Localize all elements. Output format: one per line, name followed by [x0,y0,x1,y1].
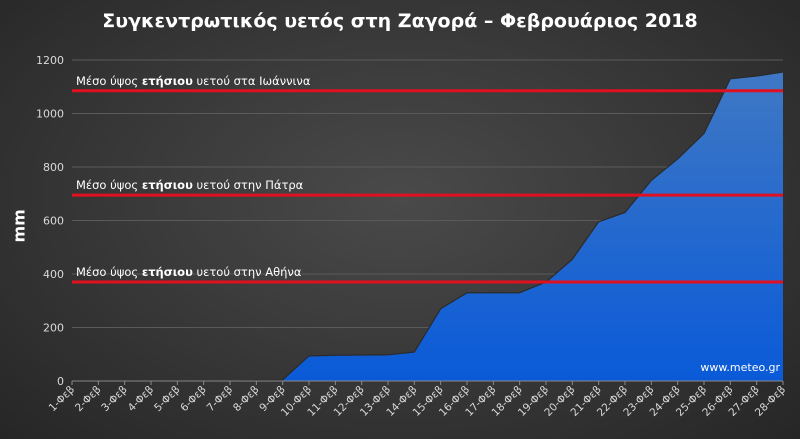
y-tick-label: 1000 [36,108,64,121]
area-series [72,71,785,382]
reference-lines: Μέσο ύψος ετήσιου υετού στα Ιωάννινα Μέσο… [72,74,783,284]
x-tick-label: 2-Φεβ [73,384,103,414]
data-point [518,291,521,294]
y-tick-label: 400 [43,268,64,281]
data-point [360,354,363,357]
reference-line-label: Μέσο ύψος ετήσιου υετού στα Ιωάννινα [76,74,311,88]
data-point [334,354,337,357]
x-tick-label: 3-Φεβ [99,384,129,414]
data-point [308,354,311,357]
y-tick-label: 600 [43,215,64,228]
area-fill [72,72,783,381]
y-tick-label: 800 [43,161,64,174]
reference-line-label: Μέσο ύψος ετήσιου υετού στην Πάτρα [76,178,304,192]
data-point [729,77,732,80]
x-tick-label: 8-Φεβ [231,384,261,414]
watermark-text: www.meteo.gr [700,361,780,374]
data-point [571,258,574,261]
x-tick-label: 4-Φεβ [126,384,156,414]
data-point [439,307,442,310]
data-point [413,351,416,354]
chart-title: Συγκεντρωτικός υετός στη Ζαγορά – Φεβρου… [102,10,698,32]
y-tick-label: 200 [43,322,64,335]
x-tick-label: 5-Φεβ [152,384,182,414]
data-point [703,132,706,135]
x-tick-label: 7-Φεβ [205,384,235,414]
y-tick-label: 0 [57,375,64,388]
data-point [492,291,495,294]
data-point [755,75,758,78]
data-point [387,353,390,356]
data-point [676,157,679,160]
y-tick-label: 1200 [36,54,64,67]
x-tick-label: 6-Φεβ [178,384,208,414]
data-point [597,220,600,223]
data-point [782,71,785,74]
data-point [466,291,469,294]
data-point [650,179,653,182]
reference-line-label: Μέσο ύψος ετήσιου υετού στην Αθήνα [76,265,302,279]
x-tick-label: 1-Φεβ [47,384,77,414]
data-point [624,211,627,214]
